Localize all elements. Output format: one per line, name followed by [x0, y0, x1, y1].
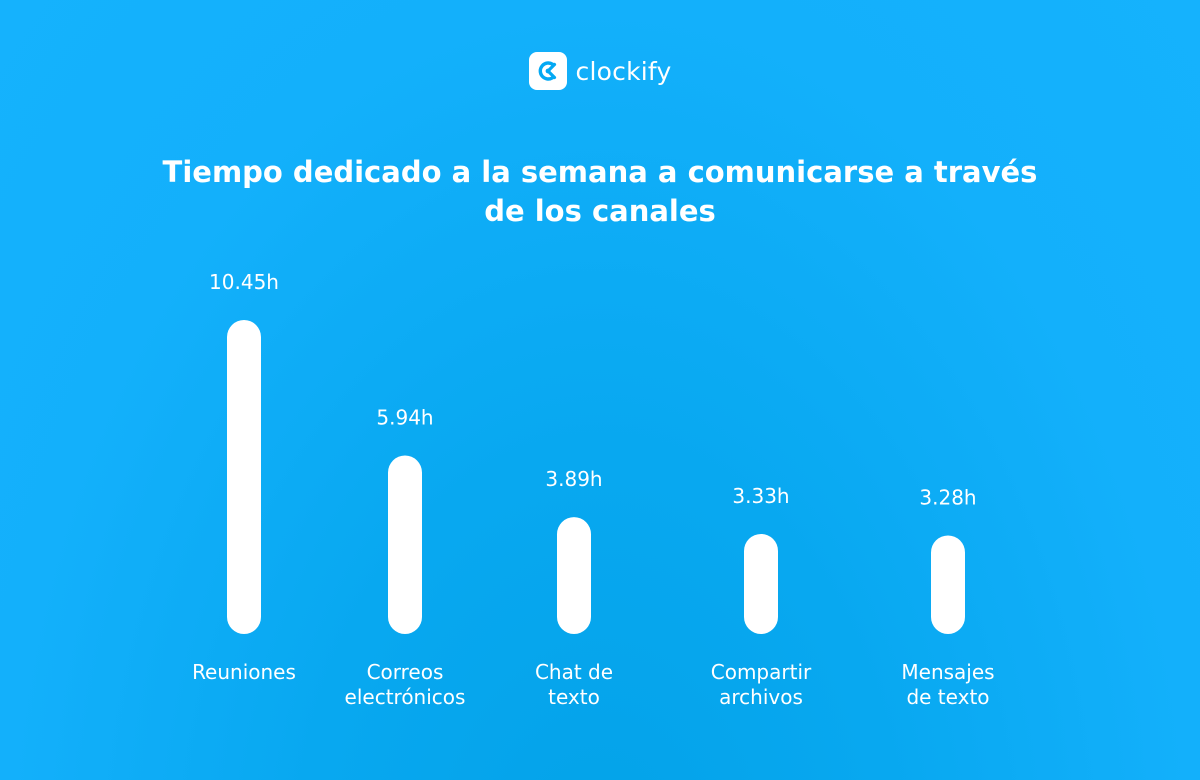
category-label-4-line-2: archivos [719, 685, 803, 709]
bar-1 [227, 320, 261, 634]
value-label-2: 5.94h [376, 406, 433, 430]
value-label-4: 3.33h [732, 484, 789, 508]
category-label-4-line-1: Compartir [711, 660, 812, 684]
clockify-logo-icon [528, 52, 567, 90]
category-label-1: Reuniones [192, 660, 296, 684]
category-label-3-line-1: Chat de [535, 660, 613, 684]
category-label-5-line-1: Mensajes [901, 660, 994, 684]
bar-2 [388, 455, 422, 634]
brand-name: clockify [575, 56, 672, 86]
chart-title: Tiempo dedicado a la semana a comunicars… [162, 155, 1038, 228]
brand-header: clockify [0, 52, 1200, 90]
bar-3 [557, 517, 591, 634]
category-label-2-line-1: Correos [367, 660, 444, 684]
category-label-5-line-2: de texto [906, 685, 989, 709]
bar-4 [744, 533, 778, 634]
category-label-3-line-2: texto [548, 685, 600, 709]
bar-5 [931, 535, 965, 634]
value-label-1: 10.45h [209, 270, 279, 294]
value-label-5: 3.28h [919, 485, 976, 509]
value-label-3: 3.89h [545, 467, 602, 491]
category-label-2-line-2: electrónicos [345, 685, 466, 709]
